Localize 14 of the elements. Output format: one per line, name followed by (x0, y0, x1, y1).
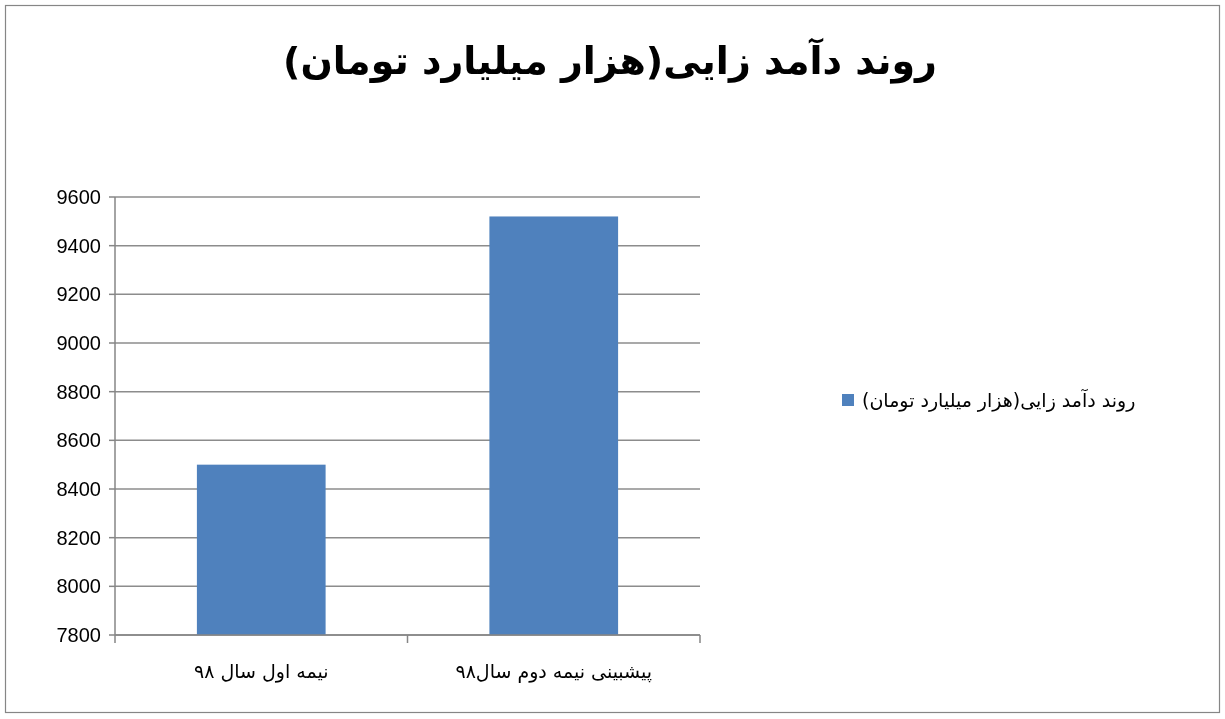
y-tick-label: 9000 (56, 332, 101, 354)
y-tick-label: 8800 (56, 380, 101, 403)
y-tick-label: 9200 (56, 283, 101, 306)
y-tick-label: 8200 (56, 526, 101, 549)
x-tick-label: نیمه اول سال ۹۸ (193, 660, 329, 683)
y-tick-label: 8400 (56, 478, 101, 500)
legend-label: روند دآمد زایی(هزار میلیارد تومان) (862, 388, 1136, 412)
x-tick-label: پیشبینی نیمه دوم سال۹۸ (455, 660, 653, 683)
y-tick-label: 7800 (56, 624, 101, 646)
chart-title: روند دآمد زایی(هزار میلیارد تومان) (283, 37, 937, 84)
y-tick-label: 8000 (56, 575, 101, 598)
y-tick-label: 9600 (56, 186, 101, 208)
y-tick-label: 8600 (56, 429, 101, 452)
y-tick-label: 9400 (56, 234, 101, 257)
